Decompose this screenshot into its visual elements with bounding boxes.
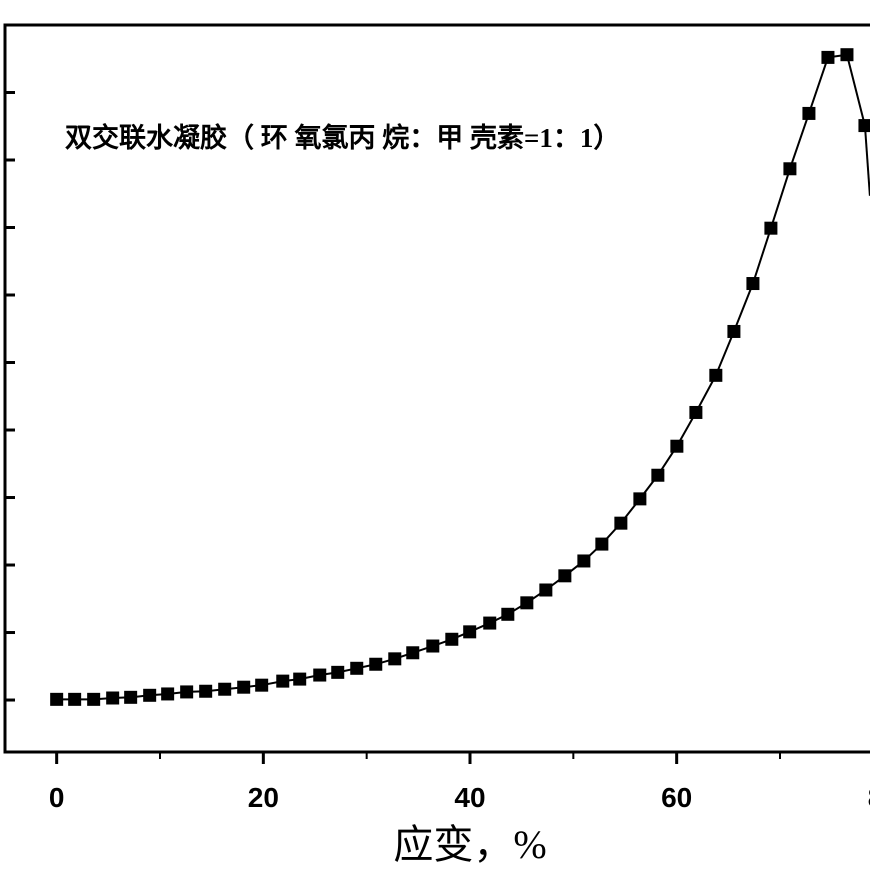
marker (520, 596, 534, 610)
x-tick-label: 0 (49, 782, 65, 813)
marker (426, 639, 440, 653)
marker (746, 277, 760, 291)
x-tick-label: 60 (661, 782, 692, 813)
marker (68, 692, 82, 706)
marker (463, 625, 477, 639)
marker (255, 678, 269, 692)
marker (709, 368, 723, 382)
marker (180, 685, 194, 699)
marker (199, 684, 213, 698)
marker (124, 690, 138, 704)
marker (276, 674, 290, 688)
marker (783, 162, 797, 176)
marker (161, 687, 175, 701)
x-tick-label: 80 (868, 782, 870, 813)
marker (293, 672, 307, 686)
marker (369, 657, 383, 671)
curve (863, 125, 870, 196)
marker (331, 665, 345, 679)
marker (313, 668, 327, 682)
marker (727, 324, 741, 338)
marker (651, 468, 665, 482)
marker (406, 646, 420, 660)
marker (483, 616, 497, 630)
marker (87, 692, 101, 706)
chart-title: 双交联水凝胶（ 环 氧氯丙 烷：甲 壳素=1：1） (65, 122, 620, 153)
marker (50, 692, 64, 706)
marker (501, 607, 515, 621)
marker (764, 221, 778, 235)
marker (350, 661, 364, 675)
marker (577, 554, 591, 568)
marker (106, 691, 120, 705)
marker (388, 652, 402, 666)
marker (689, 405, 703, 419)
plot-frame (3, 23, 870, 754)
marker (821, 50, 835, 64)
marker (633, 492, 647, 506)
x-tick-label: 40 (454, 782, 485, 813)
marker (595, 537, 609, 551)
marker (802, 106, 816, 120)
x-axis-label: 应变，% (393, 822, 546, 867)
marker (858, 119, 870, 133)
marker (840, 48, 854, 62)
marker (539, 583, 553, 597)
marker (558, 569, 572, 583)
marker (445, 632, 459, 646)
marker (143, 688, 157, 702)
x-tick-label: 20 (248, 782, 279, 813)
marker (614, 516, 628, 530)
marker (237, 680, 251, 694)
marker (670, 439, 684, 453)
marker (218, 682, 232, 696)
